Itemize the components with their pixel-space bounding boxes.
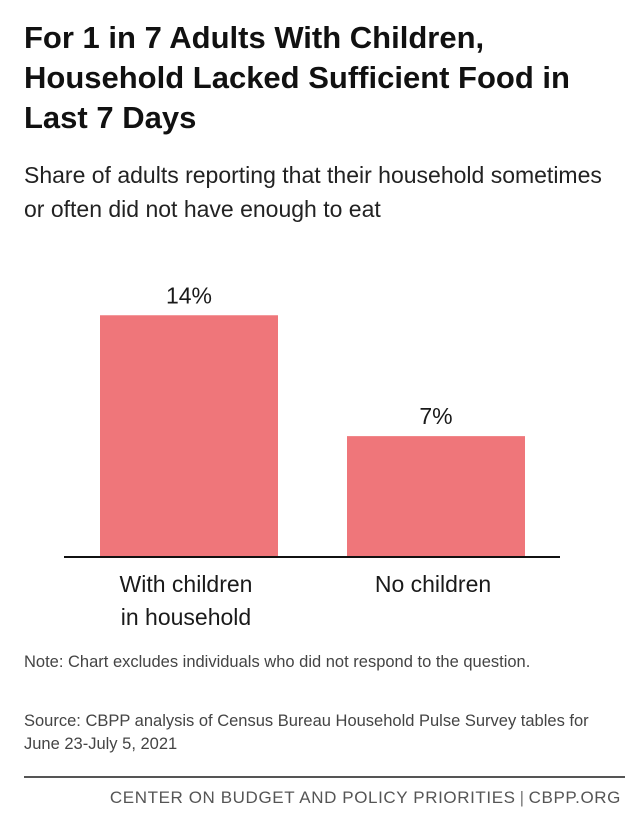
footer-divider — [24, 776, 625, 778]
chart-note: Note: Chart excludes individuals who did… — [24, 653, 531, 671]
footer: CENTER ON BUDGET AND POLICY PRIORITIES | C… — [110, 787, 621, 809]
bar-1 — [347, 436, 525, 557]
chart-subtitle: Share of adults reporting that their hou… — [24, 162, 602, 222]
footer-separator: | — [519, 788, 525, 807]
bar-chart: 14% With children in household 7% No childre… — [64, 282, 560, 630]
footer-site[interactable]: CBPP.ORG — [528, 788, 621, 807]
bar-0 — [100, 315, 278, 557]
data-label-1: 7% — [419, 403, 452, 429]
data-label-0: 14% — [166, 282, 212, 308]
footer-org: CENTER ON BUDGET AND POLICY PRIORITIES — [109, 788, 516, 807]
category-label-0-0: With children — [120, 571, 253, 597]
category-label-1-0: No children — [375, 571, 491, 597]
chart-title: For 1 in 7 Adults With Children, Househo… — [24, 20, 570, 135]
category-label-0-1: in household — [121, 604, 251, 630]
chart-source: Source: CBPP analysis of Census Bureau H… — [24, 712, 589, 753]
